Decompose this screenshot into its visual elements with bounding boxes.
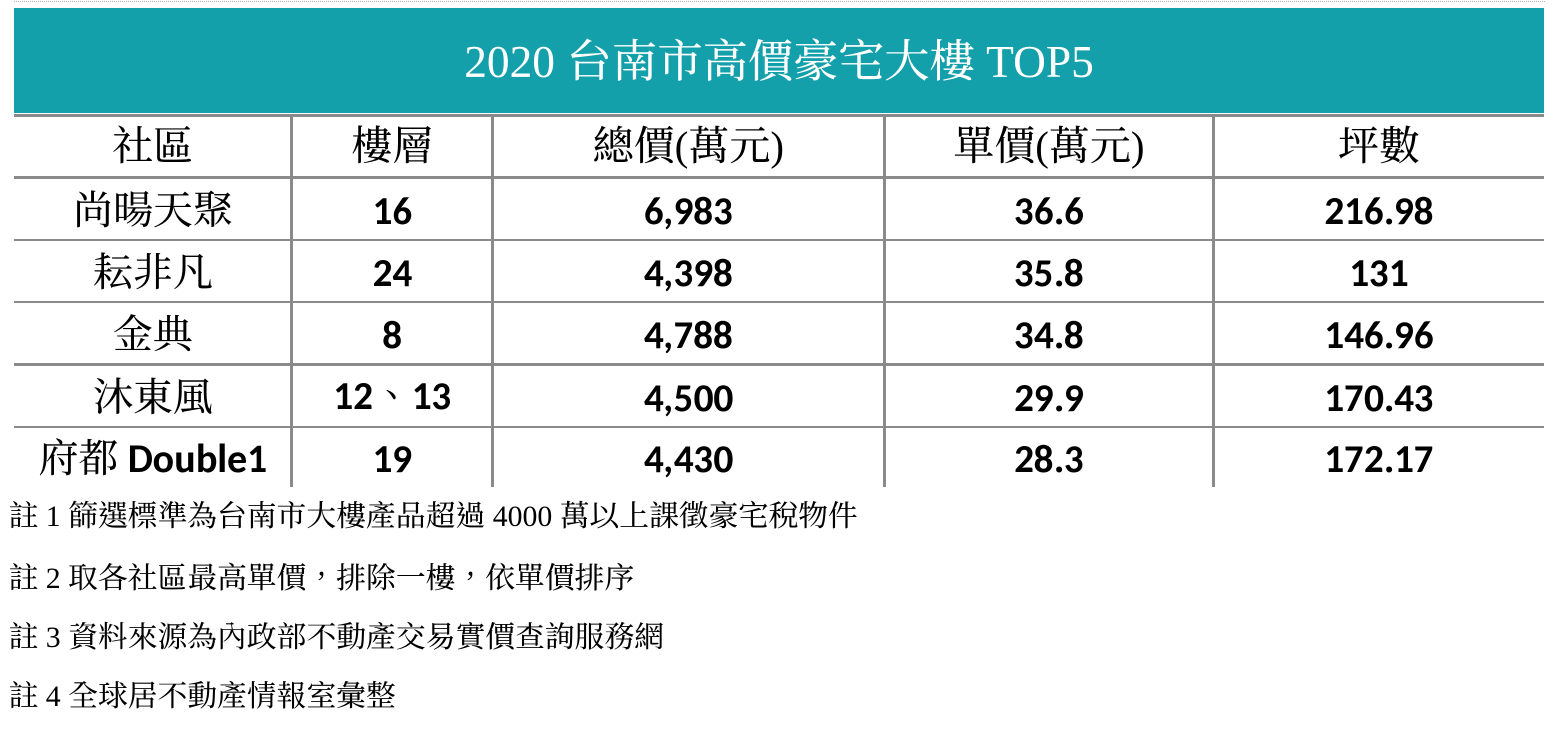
value-cell-r2-c4: 146.96	[1214, 302, 1544, 364]
value-cell-r4-c2-text: 4,430	[643, 435, 733, 483]
column-header-c2-text: 總價(萬元)	[592, 122, 784, 169]
value-cell-r4-c3: 28.3	[884, 427, 1214, 487]
value-cell-r1-c4: 131	[1214, 240, 1544, 302]
value-cell-r4-c1-text: 19	[372, 435, 413, 483]
value-cell-r0-c2: 6,983	[493, 178, 884, 241]
value-cell-r0-c3: 36.6	[884, 178, 1214, 241]
table-border-line	[14, 238, 1544, 242]
community-name-cell-r1-c0-text: 耘非凡	[92, 248, 213, 298]
table-border-line	[14, 300, 1544, 304]
value-cell-r2-c1-text: 8	[382, 312, 403, 360]
footnote-line-2: 註 2 取各社區最高單價，排除一樓，依單價排序	[8, 562, 635, 595]
community-name-cell-r2-c0-text: 金典	[112, 310, 193, 360]
community-name-cell-r0-c0: 尚暘天聚	[14, 178, 292, 241]
value-cell-r4-c3-text: 28.3	[1014, 435, 1084, 483]
table-border-line	[14, 176, 1544, 179]
table-border-line	[882, 115, 886, 487]
community-name-cell-r3-c0: 沐東風	[14, 364, 292, 427]
value-cell-r1-c3: 35.8	[884, 240, 1214, 302]
value-cell-r4-c4-text: 172.17	[1324, 435, 1434, 483]
community-name-cell-r4-c0-text: 府都 Double1	[38, 433, 268, 483]
community-name-cell-r3-c0-text: 沐東風	[92, 372, 213, 422]
column-header-c1-text: 樓層	[351, 122, 434, 169]
value-cell-r2-c2: 4,788	[493, 302, 884, 364]
value-cell-r3-c1: 12、13	[292, 364, 493, 427]
community-name-cell-r1-c0: 耘非凡	[14, 240, 292, 302]
table-border-line	[14, 114, 1544, 117]
column-header-c2: 總價(萬元)	[493, 115, 884, 177]
table-border-line	[290, 115, 294, 487]
value-cell-r3-c2: 4,500	[493, 364, 884, 427]
value-cell-r3-c3: 29.9	[884, 364, 1214, 427]
value-cell-r0-c2-text: 6,983	[643, 187, 733, 235]
table-border-line	[1212, 115, 1216, 487]
value-cell-r3-c1-text: 12、13	[333, 372, 452, 420]
value-cell-r0-c3-text: 36.6	[1014, 187, 1084, 235]
value-cell-r4-c1: 19	[292, 427, 493, 487]
column-header-c0-text: 社區	[111, 122, 194, 169]
value-cell-r2-c1: 8	[292, 302, 493, 364]
table-title: 2020 台南市高價豪宅大樓 TOP5	[464, 36, 1094, 87]
table-title-bar: 2020 台南市高價豪宅大樓 TOP5	[14, 8, 1544, 113]
community-name-cell-r2-c0: 金典	[14, 302, 292, 364]
value-cell-r1-c4-text: 131	[1349, 250, 1409, 298]
value-cell-r0-c1-text: 16	[372, 187, 413, 235]
value-cell-r3-c2-text: 4,500	[643, 374, 733, 422]
value-cell-r0-c1: 16	[292, 178, 493, 241]
value-cell-r3-c3-text: 29.9	[1014, 374, 1084, 422]
value-cell-r4-c2: 4,430	[493, 427, 884, 487]
footnote-line-1: 註 1 篩選標準為台南市大樓產品超過 4000 萬以上課徵豪宅稅物件	[8, 500, 858, 533]
value-cell-r1-c1-text: 24	[372, 250, 413, 298]
page-top-dotted-line	[14, 1, 1545, 2]
value-cell-r0-c4-text: 216.98	[1324, 187, 1434, 235]
value-cell-r2-c4-text: 146.96	[1324, 312, 1434, 360]
table-border-line	[491, 115, 495, 487]
community-name-cell-r4-c0: 府都 Double1	[14, 427, 292, 487]
column-header-c4: 坪數	[1214, 115, 1544, 177]
value-cell-r1-c2-text: 4,398	[643, 250, 733, 298]
value-cell-r0-c4: 216.98	[1214, 178, 1544, 241]
column-header-c1: 樓層	[292, 115, 493, 177]
value-cell-r3-c4: 170.43	[1214, 364, 1544, 427]
value-cell-r4-c4: 172.17	[1214, 427, 1544, 487]
table-border-line	[14, 363, 1544, 366]
footnote-line-3: 註 3 資料來源為內政部不動產交易實價查詢服務網	[8, 621, 665, 654]
value-cell-r3-c4-text: 170.43	[1324, 374, 1434, 422]
value-cell-r1-c2: 4,398	[493, 240, 884, 302]
value-cell-r2-c3-text: 34.8	[1014, 312, 1084, 360]
value-cell-r2-c2-text: 4,788	[643, 312, 733, 360]
value-cell-r2-c3: 34.8	[884, 302, 1214, 364]
community-name-cell-r0-c0-text: 尚暘天聚	[72, 185, 233, 235]
column-header-c4-text: 坪數	[1337, 122, 1420, 169]
footnote-line-4: 註 4 全球居不動產情報室彙整	[8, 680, 396, 713]
column-header-c0: 社區	[14, 115, 292, 177]
value-cell-r1-c1: 24	[292, 240, 493, 302]
column-header-c3-text: 單價(萬元)	[953, 122, 1145, 169]
column-header-c3: 單價(萬元)	[884, 115, 1214, 177]
table-border-line	[14, 425, 1544, 429]
value-cell-r1-c3-text: 35.8	[1014, 250, 1084, 298]
